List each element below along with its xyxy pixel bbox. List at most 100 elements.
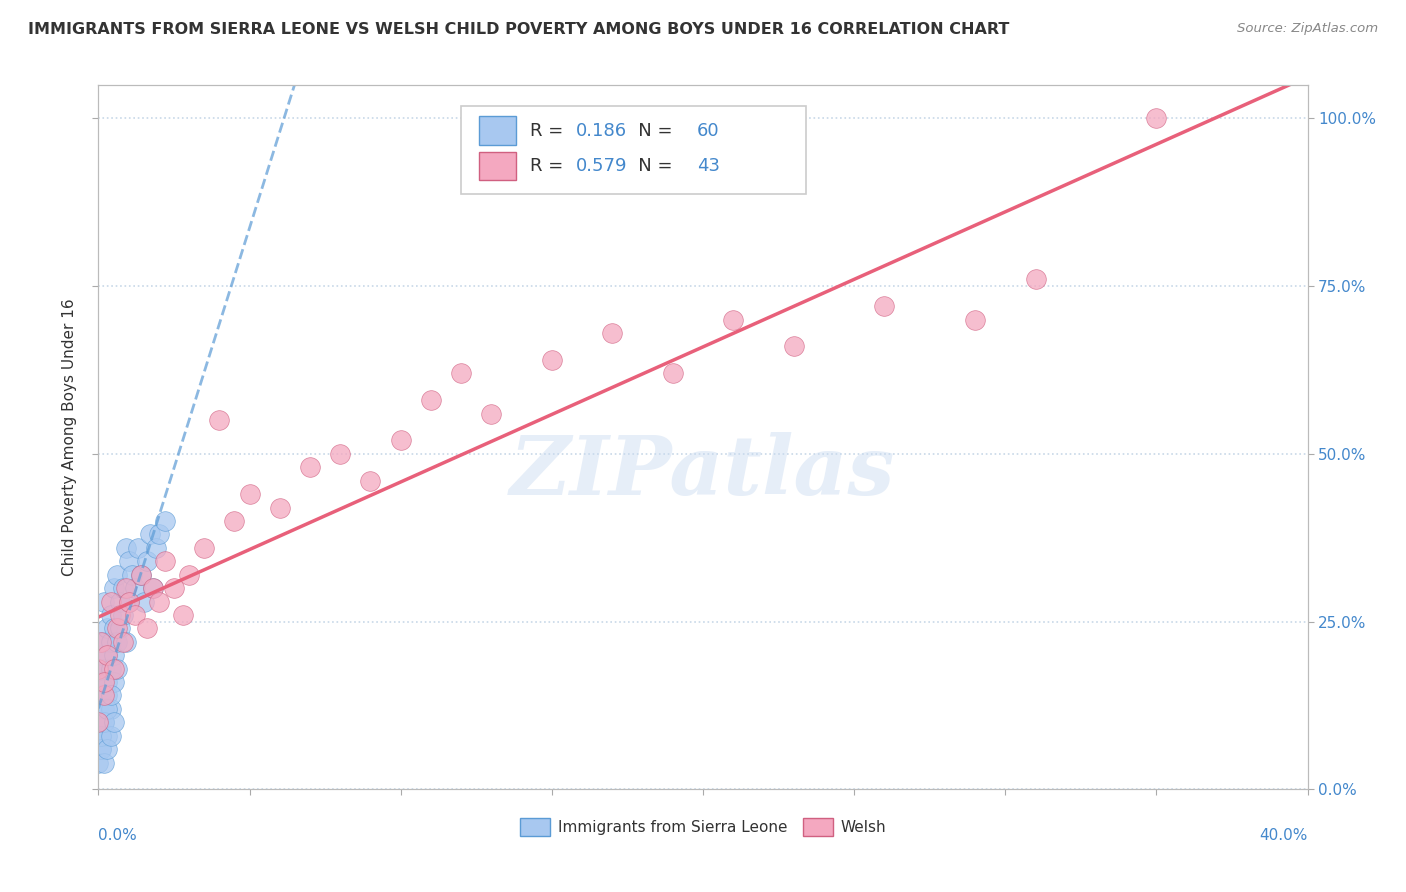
Point <box>127 541 149 555</box>
Point <box>100 702 122 716</box>
Text: ZIPatlas: ZIPatlas <box>510 433 896 512</box>
Point <box>153 554 176 568</box>
Text: 0.579: 0.579 <box>576 157 627 175</box>
Point <box>661 367 683 381</box>
Point <box>124 581 146 595</box>
Point <box>135 621 157 635</box>
Point <box>873 299 896 313</box>
Point <box>389 434 412 448</box>
Point <box>135 554 157 568</box>
Text: R =: R = <box>530 121 569 139</box>
Point <box>90 634 112 648</box>
Point <box>148 594 170 608</box>
Text: 43: 43 <box>697 157 720 175</box>
Text: 0.186: 0.186 <box>576 121 627 139</box>
Point <box>90 675 112 690</box>
Point <box>90 648 112 663</box>
Point <box>108 594 131 608</box>
Point <box>90 715 112 730</box>
Point <box>87 715 110 730</box>
Point <box>145 541 167 555</box>
Point <box>193 541 215 555</box>
Point <box>100 729 122 743</box>
Y-axis label: Child Poverty Among Boys Under 16: Child Poverty Among Boys Under 16 <box>62 298 77 576</box>
Point <box>100 662 122 676</box>
Point <box>103 662 125 676</box>
Point <box>224 514 246 528</box>
Point <box>93 662 115 676</box>
Point <box>100 594 122 608</box>
Point <box>299 460 322 475</box>
Text: 40.0%: 40.0% <box>1260 828 1308 843</box>
Point <box>100 607 122 622</box>
Point <box>93 594 115 608</box>
Point <box>96 648 118 663</box>
Point <box>103 648 125 663</box>
Point <box>239 487 262 501</box>
Point <box>1144 112 1167 126</box>
Point <box>96 729 118 743</box>
Point <box>783 339 806 353</box>
Point <box>139 527 162 541</box>
Point <box>103 715 125 730</box>
Text: 60: 60 <box>697 121 720 139</box>
Point <box>103 621 125 635</box>
Point <box>148 527 170 541</box>
Point <box>108 621 131 635</box>
Point <box>93 715 115 730</box>
Point <box>96 621 118 635</box>
Point <box>93 689 115 703</box>
Point <box>420 393 443 408</box>
Text: N =: N = <box>621 157 678 175</box>
Text: IMMIGRANTS FROM SIERRA LEONE VS WELSH CHILD POVERTY AMONG BOYS UNDER 16 CORRELAT: IMMIGRANTS FROM SIERRA LEONE VS WELSH CH… <box>28 22 1010 37</box>
Point <box>90 742 112 756</box>
Point <box>965 312 987 326</box>
Legend: Immigrants from Sierra Leone, Welsh: Immigrants from Sierra Leone, Welsh <box>513 812 893 842</box>
Point <box>93 702 115 716</box>
Point <box>540 352 562 367</box>
Point <box>269 500 291 515</box>
Point <box>118 594 141 608</box>
Point <box>96 702 118 716</box>
Point <box>360 474 382 488</box>
Point <box>100 689 122 703</box>
FancyBboxPatch shape <box>479 152 516 180</box>
Point <box>87 702 110 716</box>
Point <box>93 756 115 770</box>
Point <box>129 567 152 582</box>
Point <box>208 413 231 427</box>
Point <box>87 756 110 770</box>
Point <box>111 581 134 595</box>
Point <box>105 621 128 635</box>
Point <box>100 634 122 648</box>
Point <box>111 607 134 622</box>
Point <box>93 634 115 648</box>
Point <box>114 541 136 555</box>
FancyBboxPatch shape <box>461 106 806 194</box>
Point <box>90 634 112 648</box>
Point <box>179 567 201 582</box>
Point <box>723 312 745 326</box>
Point <box>103 675 125 690</box>
Point <box>90 729 112 743</box>
Text: 0.0%: 0.0% <box>98 828 138 843</box>
Point <box>93 675 115 690</box>
FancyBboxPatch shape <box>479 117 516 145</box>
Point <box>90 689 112 703</box>
Point <box>602 326 624 340</box>
Point <box>111 634 134 648</box>
Point <box>90 729 112 743</box>
Point <box>124 607 146 622</box>
Point <box>93 681 115 696</box>
Point <box>1024 272 1046 286</box>
Point <box>96 689 118 703</box>
Point <box>108 607 131 622</box>
Point <box>118 554 141 568</box>
Text: Source: ZipAtlas.com: Source: ZipAtlas.com <box>1237 22 1378 36</box>
Point <box>90 742 112 756</box>
Point <box>121 567 143 582</box>
Point <box>105 567 128 582</box>
Point <box>142 581 165 595</box>
Text: N =: N = <box>621 121 678 139</box>
Point <box>114 634 136 648</box>
